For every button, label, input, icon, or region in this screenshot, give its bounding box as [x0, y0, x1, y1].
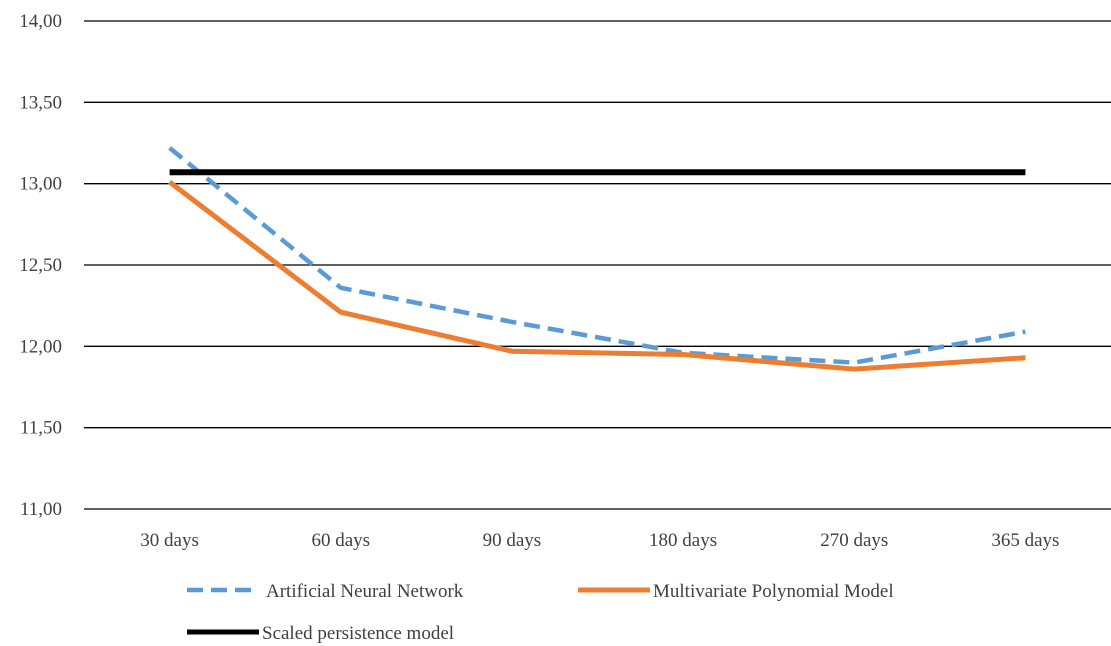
- y-tick-label: 11,00: [20, 499, 62, 520]
- y-tick-label: 13,00: [19, 174, 62, 195]
- x-tick-label: 365 days: [991, 530, 1059, 551]
- y-tick-label: 14,00: [19, 11, 62, 32]
- x-tick-label: 180 days: [649, 530, 717, 551]
- y-axis-tick-labels: 11,00 11,50 12,00 12,50 13,00 13,50 14,00: [19, 11, 62, 520]
- x-tick-label: 90 days: [483, 530, 542, 551]
- series-lines: [168, 146, 1026, 372]
- y-tick-label: 11,50: [20, 418, 62, 439]
- gridlines: [84, 20, 1111, 510]
- x-tick-label: 30 days: [140, 530, 199, 551]
- y-tick-label: 13,50: [19, 92, 62, 113]
- x-tick-label: 270 days: [820, 530, 888, 551]
- legend-label-1: Multivariate Polynomial Model: [653, 581, 894, 602]
- y-tick-label: 12,50: [19, 255, 62, 276]
- series-line-0: [168, 146, 1026, 365]
- legend: Artificial Neural Network Multivariate Po…: [187, 581, 894, 644]
- x-axis-tick-labels: 30 days 60 days 90 days 180 days 270 days 365…: [140, 530, 1059, 551]
- series-line-1: [168, 180, 1026, 372]
- x-tick-label: 60 days: [311, 530, 370, 551]
- y-tick-label: 12,00: [19, 336, 62, 357]
- legend-label-0: Artificial Neural Network: [266, 581, 464, 602]
- legend-label-2: Scaled persistence model: [262, 623, 454, 644]
